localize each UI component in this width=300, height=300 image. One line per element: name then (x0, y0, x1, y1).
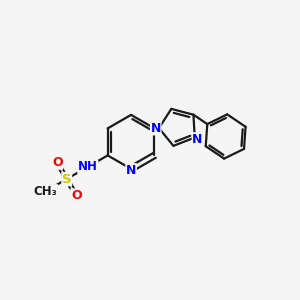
Text: O: O (71, 189, 82, 202)
Text: N: N (126, 164, 136, 177)
Text: N: N (192, 133, 203, 146)
Text: N: N (151, 122, 161, 135)
Text: O: O (52, 156, 63, 169)
Text: NH: NH (78, 160, 98, 173)
Text: CH₃: CH₃ (34, 185, 58, 198)
Text: S: S (62, 172, 71, 185)
